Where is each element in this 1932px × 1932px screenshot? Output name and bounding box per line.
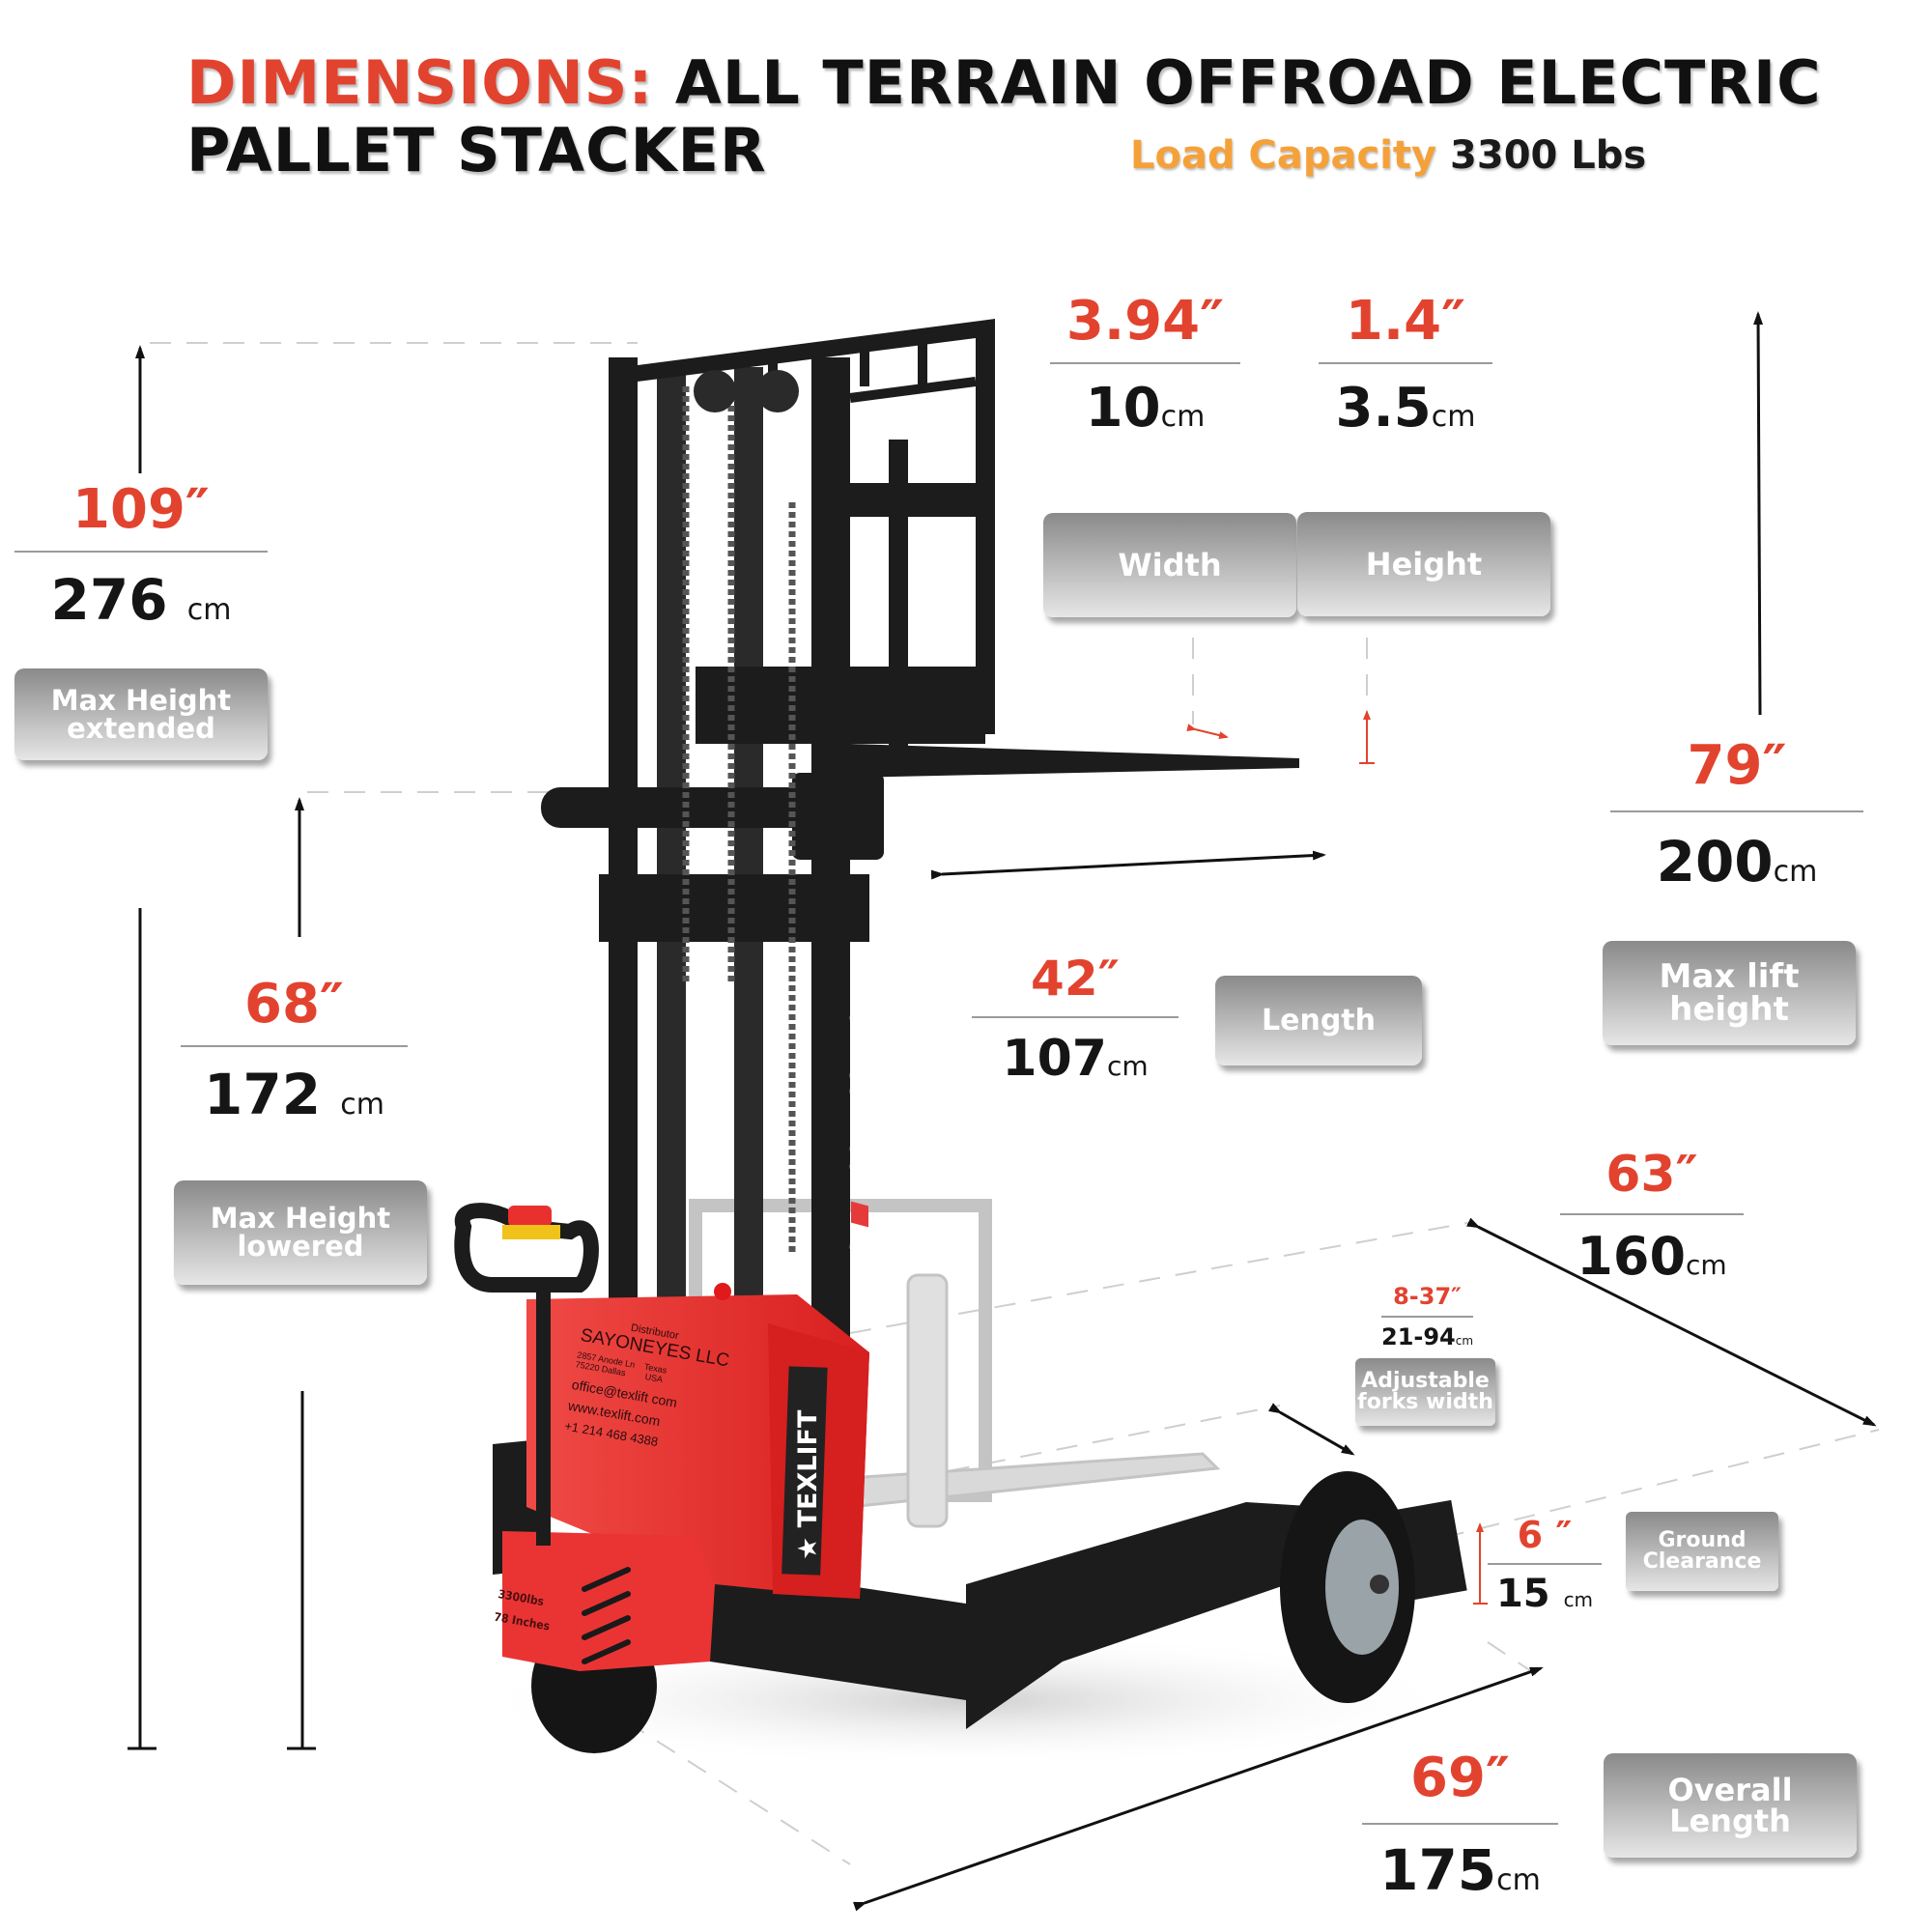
- inch-value: 6 ″: [1517, 1514, 1573, 1556]
- vent-slots: [582, 1567, 631, 1664]
- divider: [972, 1016, 1179, 1018]
- metric-value: 10cm: [1085, 377, 1206, 440]
- divider: [181, 1045, 408, 1047]
- divider: [1319, 362, 1492, 364]
- metric-value: 160cm: [1577, 1226, 1727, 1287]
- chain-pulley-left: [694, 370, 736, 412]
- divider: [1362, 1823, 1558, 1825]
- mast-chains: [682, 386, 796, 1256]
- tag-fork-height: Height: [1297, 512, 1550, 616]
- metric-value: 107cm: [1002, 1030, 1149, 1088]
- dim-fork-length: 42″ 107cm: [972, 954, 1179, 1084]
- tag-overall-length: Overall Length: [1604, 1753, 1857, 1858]
- divider: [1381, 1316, 1473, 1318]
- tag-ground-clearance: Ground Clearance: [1626, 1512, 1778, 1591]
- inch-value: 69″: [1410, 1747, 1510, 1809]
- chassis: [493, 1439, 1467, 1729]
- metric-value: 15 cm: [1495, 1572, 1594, 1616]
- star-icon: ★: [793, 1536, 823, 1560]
- dim-ground-clearance: 6 ″ 15 cm: [1488, 1517, 1602, 1613]
- tag-fork-width: Width: [1043, 513, 1296, 617]
- inch-value: 109″: [72, 478, 210, 541]
- inch-value: 1.4″: [1345, 290, 1466, 353]
- tag-max-height-extended: Max Height extended: [14, 668, 268, 760]
- title-text: ALL TERRAIN OFFROAD ELECTRIC: [674, 47, 1822, 118]
- metric-value: 175cm: [1379, 1837, 1541, 1903]
- metric-value: 21-94cm: [1381, 1323, 1474, 1350]
- page-title-line1: DIMENSIONS: ALL TERRAIN OFFROAD ELECTRIC: [186, 53, 1822, 113]
- dim-fork-width: 3.94″ 10cm: [1050, 295, 1240, 436]
- dim-adjustable-forks-width: 8-37″ 21-94cm: [1381, 1285, 1473, 1349]
- page-title-line2: PALLET STACKER: [186, 115, 767, 185]
- inch-value: 63″: [1605, 1146, 1698, 1204]
- divider: [14, 551, 268, 553]
- inch-value: 42″: [1031, 951, 1120, 1007]
- tag-max-lift-height: Max lift height: [1603, 941, 1856, 1045]
- metric-value: 276 cm: [50, 567, 232, 633]
- divider: [1610, 810, 1863, 812]
- brand-name: TEXLIFT: [793, 1409, 823, 1528]
- power-unit: [502, 1283, 869, 1671]
- load-capacity-value: 3300 Lbs: [1450, 133, 1647, 178]
- inch-value: 68″: [244, 973, 344, 1036]
- tag-max-height-lowered: Max Height lowered: [174, 1180, 427, 1285]
- tiller-handle: [454, 1203, 599, 1546]
- mast-model: ESOFR 33K 78: [846, 1009, 875, 1190]
- dim-max-height-extended: 109″ 276 cm: [14, 483, 268, 628]
- tag-fork-length: Length: [1215, 976, 1422, 1065]
- dim-max-lift-height: 79″ 200cm: [1610, 739, 1863, 890]
- metric-value: 200cm: [1656, 829, 1818, 895]
- red-arrows: [1186, 710, 1488, 1605]
- emergency-stop-button: [714, 1283, 731, 1300]
- brand-decal: ★ TEXLIFT: [787, 1372, 826, 1575]
- load-capacity: Load Capacity 3300 Lbs: [1130, 133, 1646, 178]
- inch-value: 8-37″: [1393, 1283, 1462, 1310]
- inch-value: 3.94″: [1065, 290, 1225, 353]
- dim-overall-width: 63″ 160cm: [1560, 1150, 1744, 1283]
- divider: [1488, 1563, 1602, 1565]
- title-accent: DIMENSIONS:: [186, 47, 654, 118]
- metric-value: 172 cm: [204, 1062, 384, 1127]
- tag-adjustable-forks-width: Adjustable forks width: [1355, 1358, 1495, 1426]
- dim-fork-height: 1.4″ 3.5cm: [1319, 295, 1492, 436]
- metric-value: 3.5cm: [1335, 377, 1476, 440]
- front-wheel: [1280, 1471, 1415, 1703]
- chain-pulley-right: [756, 370, 799, 412]
- mast-decal: US ESOFR 33K 78: [842, 966, 877, 1275]
- dim-max-height-lowered: 68″ 172 cm: [181, 978, 408, 1122]
- load-capacity-label: Load Capacity: [1130, 133, 1437, 178]
- height-arrows: [128, 311, 1877, 1912]
- inch-value: 79″: [1687, 734, 1787, 797]
- divider: [1560, 1213, 1744, 1215]
- mast: [541, 319, 1299, 1372]
- divider: [1050, 362, 1240, 364]
- mast-country: US: [846, 1238, 875, 1273]
- mast-red-slash: [851, 1201, 868, 1228]
- dim-overall-length: 69″ 175cm: [1362, 1751, 1558, 1898]
